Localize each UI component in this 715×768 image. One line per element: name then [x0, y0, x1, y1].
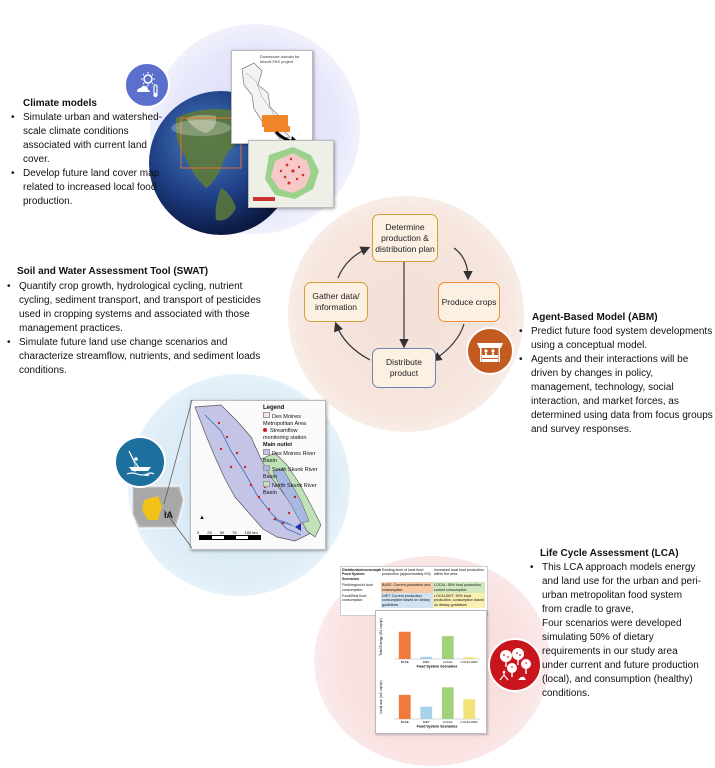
- legend-label-metro: Des Moines Metropolitan Area: [263, 414, 307, 427]
- scale-label-4: 100 km: [244, 530, 258, 535]
- scale-bar: [199, 535, 261, 540]
- lca-table-head-2: Increased local food production within t…: [433, 567, 485, 583]
- lca-chart2-bar-diet: [420, 706, 433, 719]
- lca-chart1-tick-3: LOCAL DIET: [461, 660, 479, 664]
- state-label: IA: [164, 510, 173, 520]
- legend-label-station: Streamflow monitoring station: [263, 428, 307, 441]
- node-distribute-product: Distribute product: [372, 348, 436, 388]
- arrow-top-to-right: [453, 247, 473, 281]
- legend-item-outlet: Main outlet: [263, 442, 293, 448]
- abm-cycle-diagram: Determine production & distribution plan…: [288, 196, 524, 432]
- lca-chart2-tick-1: DIET: [423, 720, 430, 724]
- orchard-icon: [488, 638, 542, 692]
- arrow-left-to-top: [337, 246, 371, 279]
- swat-text-block: Soil and Water Assessment Tool (SWAT) Qu…: [5, 266, 267, 378]
- legend-item-northskunk: North Skunk River Basin: [263, 481, 323, 497]
- abm-bullet-1: Predict future food system developments …: [517, 325, 713, 353]
- lca-chart1-ylabel: Total Energy (GJ cap/yr): [379, 618, 383, 656]
- lca-scenario-table: Distribution/consumption: Food System Sc…: [340, 566, 488, 616]
- legend-item-station: Streamflow monitoring station: [263, 428, 323, 442]
- watershed-map-panel: Downscale domain for Intsnrf-FAS project: [231, 50, 313, 144]
- legend-label-southskunk: South Skunk River Basin: [263, 467, 318, 480]
- legend-swatch-metro: [263, 412, 270, 418]
- legend-swatch-station: [263, 428, 267, 432]
- lca-table-head-1: Existing level of local food production …: [381, 567, 433, 583]
- lca-bullet-2: Four scenarios were developed simulating…: [528, 617, 704, 701]
- lca-table-row1-2: LOCAL: 50% food production, current cons…: [433, 582, 485, 594]
- lca-table-row1-1: BASE: Current production and consumption: [381, 582, 433, 594]
- legend-swatch-northskunk: [263, 481, 270, 487]
- lca-table-row2-0: Food/Best food consumption: [342, 594, 367, 603]
- scale-label-2: 50: [219, 530, 225, 535]
- climate-bullet-2: Develop future land cover map related to…: [9, 167, 171, 209]
- lca-table-row2-2: LOCALDIET: 50% local production, consump…: [433, 593, 485, 609]
- lca-chart2-ylabel: Land use (m2 cap/yr): [379, 680, 383, 713]
- abm-text-block: Agent-Based Model (ABM) Predict future f…: [517, 312, 713, 437]
- scale-label-0: 0: [197, 530, 200, 535]
- lca-chart2-xlabel: Food System Scenarios: [417, 725, 458, 729]
- lca-chart1-tick-0: BASE: [401, 660, 409, 664]
- lca-table-row2-1: DIET: Current production, consumption ba…: [381, 593, 433, 609]
- arrow-bottom-to-left: [333, 321, 371, 361]
- swat-bullet-1: Quantify crop growth, hydrological cycli…: [5, 280, 267, 336]
- legend-item-southskunk: South Skunk River Basin: [263, 465, 323, 481]
- lca-chart2-tick-0: BASE: [401, 720, 409, 724]
- scale-labels: 0 25 50 75 100 km: [197, 530, 258, 535]
- lca-chart2-bar-local-diet: [463, 699, 476, 719]
- lca-table-row1-0: Field/region/of food consumption: [342, 583, 373, 592]
- lca-chart1-bar-local: [441, 636, 454, 659]
- fishing-boat-icon: [114, 436, 166, 488]
- legend-title: Legend: [263, 405, 285, 411]
- lca-chart1-bar-base: [398, 631, 411, 659]
- lca-chart2-bar-base: [398, 694, 411, 719]
- node-determine-plan: Determine production & distribution plan: [372, 214, 438, 262]
- map-label: Downscale domain for Intsnrf-FAS project: [260, 54, 300, 64]
- legend-item-metro: Des Moines Metropolitan Area: [263, 412, 323, 428]
- climate-bullet-1: Simulate urban and watershed-scale clima…: [9, 111, 171, 167]
- lca-table-grid: Distribution/consumption: Food System Sc…: [341, 567, 487, 609]
- market-stall-icon: [466, 327, 514, 375]
- scale-label-3: 75: [232, 530, 237, 535]
- node-produce-crops: Produce crops: [438, 282, 500, 322]
- legend-swatch-southskunk: [263, 465, 270, 471]
- lca-table-head-0: Distribution/consumption: Food System Sc…: [341, 567, 387, 583]
- legend-label-desmoines: Des Moines River Basin: [263, 451, 316, 464]
- legend-swatch-desmoines: [263, 449, 270, 455]
- lca-chart1-bar-local-diet: [463, 657, 476, 659]
- arrow-right-to-bottom: [432, 323, 465, 362]
- lca-title: Life Cycle Assessment (LCA): [540, 548, 679, 559]
- lca-chart1-bar-diet: [420, 656, 433, 659]
- lca-bar-charts: Total Energy (GJ cap/yr) BASE DIET LOCAL LOC…: [379, 618, 480, 729]
- swat-title: Soil and Water Assessment Tool (SWAT): [17, 266, 209, 277]
- north-arrow-icon: ▲: [199, 515, 205, 521]
- swat-legend: Legend Des Moines Metropolitan Area Stre…: [263, 405, 323, 497]
- climate-icon: [124, 62, 170, 108]
- lca-bullet-1: This LCA approach models energy and land…: [528, 561, 704, 617]
- abm-bullet-2: Agents and their interactions will be dr…: [517, 353, 713, 437]
- legend-label-northskunk: North Skunk River Basin: [263, 483, 317, 496]
- lca-text-block: Life Cycle Assessment (LCA) This LCA app…: [528, 548, 704, 701]
- climate-title: Climate models: [23, 98, 97, 109]
- lca-chart1-tick-2: LOCAL: [443, 660, 453, 664]
- lca-bullet-2-text: Four scenarios were developed simulating…: [542, 618, 699, 699]
- iowa-zoom-lines: [163, 399, 193, 549]
- lca-chart2-tick-2: LOCAL: [443, 720, 453, 724]
- lca-chart1-xlabel: Food System Scenarios: [417, 665, 458, 669]
- node-gather-data: Gather data/ information: [304, 282, 368, 322]
- abm-title: Agent-Based Model (ABM): [532, 312, 658, 323]
- lca-chart2-bar-local: [441, 687, 454, 719]
- climate-text-block: Climate models Simulate urban and waters…: [9, 98, 171, 209]
- lca-chart1-tick-1: DIET: [423, 660, 430, 664]
- legend-item-desmoines: Des Moines River Basin: [263, 449, 323, 465]
- iowa-state-map: IA: [130, 476, 188, 538]
- lca-charts-panel: Total Energy (GJ cap/yr) BASE DIET LOCAL LOC…: [375, 610, 487, 734]
- lca-chart2-tick-3: LOCAL DIET: [461, 720, 479, 724]
- scale-label-1: 25: [207, 530, 212, 535]
- swat-bullet-2: Simulate future land use change scenario…: [5, 336, 267, 378]
- swat-basin-map: Legend Des Moines Metropolitan Area Stre…: [190, 400, 326, 550]
- landcover-map-panel: [248, 140, 334, 208]
